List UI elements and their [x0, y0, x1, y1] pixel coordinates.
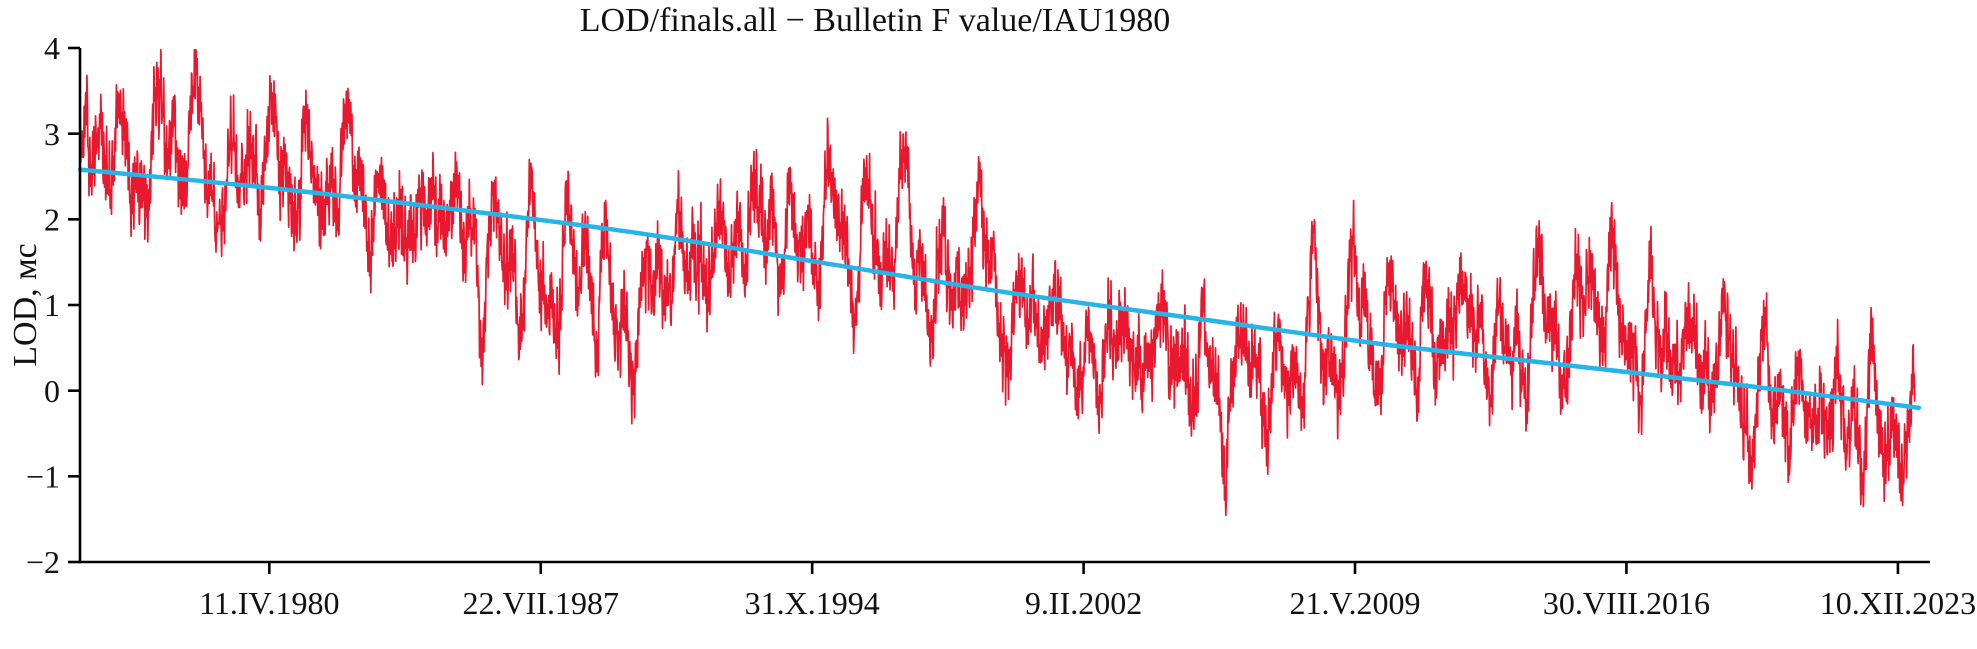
y-tick-label: 0 [44, 373, 60, 409]
y-tick-label: 1 [44, 287, 60, 323]
x-tick-label: 31.X.1994 [745, 585, 880, 621]
y-tick-label: −1 [26, 459, 60, 495]
x-tick-label: 22.VII.1987 [463, 585, 619, 621]
trend-line-path [77, 167, 1922, 411]
y-tick-label: 3 [44, 116, 60, 152]
x-tick-label: 21.V.2009 [1290, 585, 1421, 621]
lod-series-path [79, 48, 1916, 517]
y-tick-label: 2 [44, 202, 60, 238]
x-tick-label: 30.VIII.2016 [1543, 585, 1710, 621]
y-tick-label: −2 [26, 544, 60, 580]
x-tick-label: 9.II.2002 [1025, 585, 1142, 621]
chart-title: LOD/finals.all − Bulletin F value/IAU198… [579, 2, 1171, 39]
x-tick-label: 11.IV.1980 [199, 585, 339, 621]
y-tick-label: 4 [44, 30, 60, 66]
x-tick-label: 10.XII.2023 [1820, 585, 1976, 621]
